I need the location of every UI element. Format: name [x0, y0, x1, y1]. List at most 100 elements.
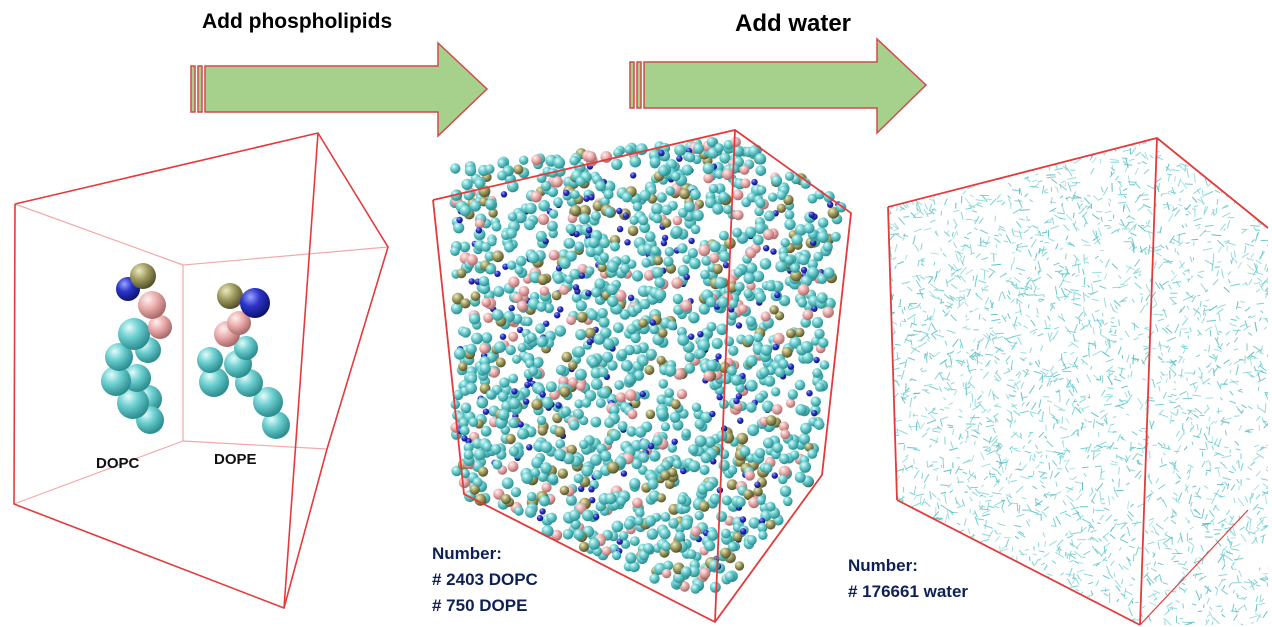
lipid-bead — [798, 254, 810, 266]
water-molecule — [1031, 281, 1036, 287]
water-molecule — [1054, 270, 1062, 273]
lipid-bead — [735, 393, 743, 400]
water-molecule — [948, 365, 952, 368]
water-molecule — [1241, 229, 1246, 234]
lipid-bead — [620, 263, 630, 274]
water-molecule — [1181, 571, 1186, 576]
water-molecule — [1053, 326, 1059, 330]
water-molecule — [1051, 156, 1056, 161]
water-molecule — [912, 378, 917, 381]
water-molecule — [1076, 403, 1080, 407]
water-molecule — [1214, 489, 1220, 498]
water-molecule — [1222, 584, 1226, 590]
water-molecule — [1090, 365, 1093, 370]
lipid-bead — [535, 230, 547, 242]
water-molecule — [1152, 551, 1156, 557]
water-molecule — [1225, 240, 1231, 245]
lipid-bead — [787, 389, 798, 400]
lipid-bead — [817, 274, 828, 285]
lipid-bead — [561, 351, 573, 363]
water-molecule — [967, 157, 970, 167]
water-molecule — [976, 171, 981, 174]
water-molecule — [1109, 158, 1119, 161]
water-molecule — [1081, 206, 1087, 211]
water-molecule — [1096, 482, 1104, 491]
water-molecule — [1096, 522, 1101, 525]
water-molecule — [980, 484, 985, 488]
lipid-bead — [784, 209, 795, 220]
water-molecule — [1131, 537, 1136, 542]
water-molecule — [1263, 155, 1268, 163]
water-molecule — [975, 199, 986, 202]
water-molecule — [967, 138, 977, 139]
water-molecule — [1172, 468, 1176, 474]
lipid-bead — [588, 538, 601, 550]
water-molecule — [986, 450, 996, 456]
water-molecule — [924, 316, 933, 322]
lipid-bead — [800, 275, 812, 287]
lipid-bead — [799, 461, 812, 473]
water-molecule — [963, 518, 967, 527]
lipid-bead — [755, 291, 767, 303]
water-molecule — [1190, 421, 1193, 426]
water-molecule — [1090, 487, 1094, 493]
water-molecule — [1253, 184, 1257, 190]
water-molecule — [1034, 594, 1039, 603]
lipid-bead — [604, 207, 615, 217]
water-molecule — [930, 283, 939, 291]
water-molecule — [931, 174, 935, 179]
water-molecule — [1231, 561, 1235, 566]
water-molecule — [934, 372, 941, 380]
water-molecule — [1259, 516, 1267, 520]
water-molecule — [941, 530, 951, 535]
water-molecule — [1176, 408, 1179, 416]
water-molecule — [969, 402, 972, 408]
water-molecule — [1025, 176, 1031, 183]
water-molecule — [981, 505, 986, 508]
water-molecule — [1051, 615, 1059, 619]
lipid-bead — [754, 222, 766, 234]
water-molecule — [1175, 480, 1181, 485]
water-molecule — [1244, 320, 1248, 328]
water-molecule — [901, 281, 911, 285]
lipid-bead — [669, 411, 681, 423]
water-molecule — [1105, 394, 1114, 403]
water-molecule — [888, 415, 895, 419]
water-molecule — [1103, 592, 1109, 597]
water-molecule — [1227, 163, 1232, 166]
water-molecule — [1125, 265, 1135, 271]
water-molecule — [917, 337, 925, 342]
lipid-bead — [586, 338, 593, 346]
water-molecule — [1264, 403, 1267, 413]
water-molecule — [911, 322, 918, 326]
water-molecule — [1219, 304, 1226, 307]
water-molecule — [1070, 542, 1079, 550]
water-molecule — [1178, 260, 1184, 269]
lipid-bead — [537, 274, 549, 286]
water-molecule — [1066, 495, 1074, 502]
water-molecule — [895, 150, 904, 156]
water-molecule — [1000, 569, 1009, 575]
water-molecule — [1223, 286, 1230, 293]
water-molecule — [1153, 574, 1161, 581]
water-molecule — [1040, 155, 1047, 159]
lipid-bead — [456, 216, 463, 224]
water-molecule — [1238, 569, 1243, 578]
water-molecule — [976, 338, 982, 343]
water-molecule — [970, 348, 975, 352]
water-molecule — [1122, 160, 1127, 164]
water-molecule — [1242, 151, 1245, 157]
water-molecule — [1077, 575, 1080, 579]
water-molecule — [1103, 395, 1113, 398]
lipid-bead — [629, 561, 640, 573]
water-molecule — [1120, 385, 1128, 389]
water-molecule — [1042, 611, 1046, 619]
lipid-bead — [604, 417, 615, 429]
water-molecule — [915, 493, 925, 497]
water-molecule — [1088, 521, 1095, 530]
water-molecule — [1102, 575, 1110, 580]
water-molecule — [1144, 248, 1154, 253]
water-molecule — [898, 538, 902, 548]
water-molecule — [948, 148, 956, 152]
water-molecule — [994, 237, 1001, 244]
